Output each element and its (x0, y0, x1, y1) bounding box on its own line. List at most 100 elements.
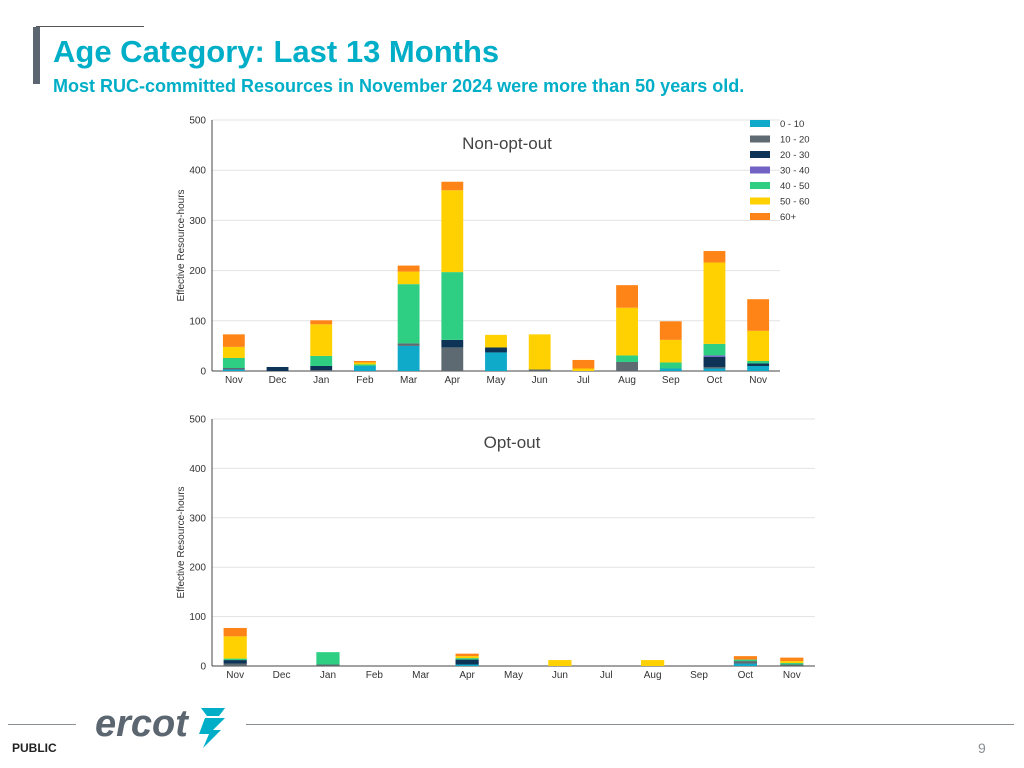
footer-rule-left (8, 724, 76, 725)
chart0-bar-5060-12 (747, 330, 770, 361)
chart1-xtick-label: May (504, 670, 523, 681)
chart1-bar-4050-11 (733, 659, 758, 662)
chart0-bar-010-4 (397, 345, 420, 371)
chart1-xtick-label: Dec (273, 670, 291, 681)
chart0-bar-1020-5 (441, 347, 464, 371)
chart1-bar-60+-0 (223, 627, 247, 637)
page-title: Age Category: Last 13 Months (53, 34, 500, 69)
chart0-title: Non-opt-out (462, 134, 552, 153)
chart0-bar-2030-11 (703, 356, 726, 367)
chart0-ytick-label: 500 (189, 116, 206, 127)
chart0-bar-5060-0 (222, 346, 245, 358)
chart0-bar-5060-6 (485, 334, 507, 348)
chart0-bar-5060-4 (397, 271, 420, 285)
chart0-bar-60+-12 (747, 299, 770, 331)
chart0-xtick-label: May (487, 375, 506, 386)
chart0-ytick-label: 200 (189, 266, 206, 277)
chart1-bar-4050-2 (316, 652, 340, 665)
logo-wordmark: ercot (95, 703, 189, 745)
non-opt-out-chart: 0 100 200 300 400 500 Effective Resource-hours… (176, 116, 810, 387)
chart0-bar-010-11 (703, 368, 726, 371)
chart0-legend-swatch (750, 135, 770, 143)
chart0-bar-60+-10 (659, 321, 682, 340)
chart1-bar-60+-11 (733, 656, 758, 660)
chart1-bar-1020-2 (316, 664, 340, 666)
chart1-ytick-label: 300 (189, 513, 206, 524)
chart0-bar-1020-0 (222, 367, 245, 370)
chart1-ytick-label: 200 (189, 563, 206, 574)
chart0-legend-swatch (750, 197, 770, 205)
chart0-legend-label: 10 - 20 (780, 135, 810, 146)
chart0-bar-5060-3 (354, 362, 376, 365)
chart0-bar-4050-11 (703, 343, 726, 356)
chart0-legend-label: 30 - 40 (780, 166, 810, 177)
chart1-bar-4050-5 (455, 658, 479, 660)
chart0-legend-swatch (750, 151, 770, 158)
footer-rule-right (246, 724, 1014, 725)
header-top-rule (36, 26, 144, 27)
chart0-bar-1020-2 (310, 369, 333, 371)
lightning-mark-icon (199, 708, 225, 748)
chart0-bar-010-12 (747, 365, 770, 371)
chart0-xtick-label: Sep (662, 375, 680, 386)
chart0-xtick-label: Oct (707, 375, 723, 386)
chart1-xtick-label: Oct (738, 670, 754, 681)
chart0-xtick-label: Apr (445, 375, 461, 386)
chart0-bar-5060-10 (659, 339, 682, 363)
chart1-xtick-label: Jul (600, 670, 613, 681)
chart0-bar-4050-4 (397, 284, 420, 344)
chart1-xtick-label: Mar (412, 670, 430, 681)
page-subtitle: Most RUC-committed Resources in November… (53, 76, 745, 96)
chart0-bar-3040-11 (703, 355, 726, 357)
chart0-bar-5060-2 (310, 324, 333, 356)
chart0-xtick-label: Jun (532, 375, 548, 386)
chart0-xtick-label: Dec (269, 375, 287, 386)
chart0-bar-2030-5 (441, 339, 464, 348)
chart1-bar-4050-0 (223, 658, 247, 661)
chart0-xtick-label: Feb (356, 375, 374, 386)
chart0-bar-4050-9 (616, 355, 638, 362)
ercot-logo: ercot (95, 703, 225, 748)
chart0-bar-2030-2 (310, 365, 333, 370)
chart0-bar-60+-8 (572, 359, 595, 369)
chart1-bar-5060-9 (641, 660, 665, 666)
chart0-bar-1020-9 (616, 361, 638, 371)
chart1-ytick-label: 500 (189, 415, 206, 426)
chart0-legend-label: 60+ (780, 212, 797, 223)
chart1-y-axis-label: Effective Resource-hours (176, 486, 187, 598)
chart0-bar-60+-11 (703, 251, 726, 263)
chart0-legend-label: 40 - 50 (780, 181, 810, 192)
chart1-bar-60+-5 (455, 653, 479, 657)
chart1-bar-5060-12 (780, 661, 804, 664)
chart0-bar-4050-3 (354, 364, 376, 366)
chart0-legend-label: 20 - 30 (780, 150, 810, 161)
chart0-bar-1020-4 (397, 343, 420, 346)
chart1-title: Opt-out (484, 433, 541, 452)
chart0-bar-010-10 (659, 368, 682, 371)
chart0-xtick-label: Mar (400, 375, 418, 386)
chart0-bar-4050-12 (747, 360, 770, 364)
chart0-bar-4050-2 (310, 355, 333, 366)
chart1-xtick-label: Sep (690, 670, 708, 681)
chart0-bar-60+-9 (616, 285, 638, 308)
chart0-bar-60+-2 (310, 320, 333, 325)
classification-label: PUBLIC (12, 741, 57, 755)
chart0-bar-5060-7 (528, 334, 551, 370)
chart0-bar-010-3 (354, 365, 376, 371)
chart0-ytick-label: 400 (189, 166, 206, 177)
chart1-bar-1020-12 (780, 664, 804, 666)
chart1-bar-4050-12 (780, 663, 804, 665)
chart0-bar-2030-1 (266, 366, 289, 371)
chart1-xtick-label: Jun (552, 670, 568, 681)
chart0-bar-1020-7 (528, 369, 551, 371)
chart0-bar-4050-10 (659, 362, 682, 369)
chart0-bar-60+-4 (397, 265, 420, 272)
chart0-bar-5060-8 (572, 368, 595, 371)
chart0-xtick-label: Jul (577, 375, 590, 386)
chart0-bar-5060-9 (616, 307, 638, 356)
opt-out-chart: 0 100 200 300 400 500 Effective Resource-hours… (176, 415, 815, 681)
chart1-xtick-label: Apr (459, 670, 475, 681)
chart0-legend-label: 0 - 10 (780, 119, 804, 130)
chart0-xtick-label: Nov (749, 375, 767, 386)
chart0-xtick-label: Aug (618, 375, 636, 386)
